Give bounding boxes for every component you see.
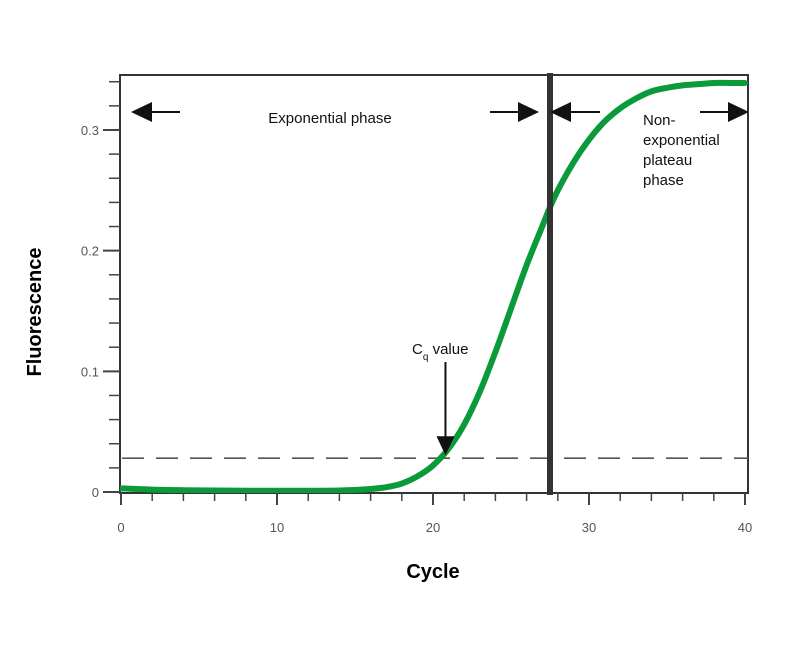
x-tick-label: 30 xyxy=(582,520,596,535)
plateau-label-line: exponential xyxy=(643,132,720,149)
x-axis-ticks: 0 10 20 30 40 xyxy=(117,493,752,535)
x-tick-label: 10 xyxy=(270,520,284,535)
y-tick-label: 0.2 xyxy=(81,244,99,259)
y-tick-label: 0.1 xyxy=(81,364,99,379)
y-axis-title: Fluorescence xyxy=(24,248,46,377)
x-tick-label: 40 xyxy=(738,520,752,535)
amplification-curve xyxy=(120,79,748,493)
y-tick-label: 0 xyxy=(92,485,99,500)
plateau-right-arrow xyxy=(700,102,749,122)
cq-label-rest: value xyxy=(428,341,468,358)
cq-arrow xyxy=(436,362,455,456)
plateau-label-line: phase xyxy=(643,172,684,189)
x-tick-label: 20 xyxy=(426,520,440,535)
plateau-label-line: Non- xyxy=(643,112,676,129)
cq-label-subscript: q xyxy=(423,352,429,363)
x-axis-title: Cycle xyxy=(406,561,459,583)
x-tick-label: 0 xyxy=(117,520,124,535)
plateau-label-line: plateau xyxy=(643,152,692,169)
exponential-left-arrow xyxy=(131,102,180,122)
y-axis-ticks: 0 0.1 0.2 0.3 xyxy=(81,80,120,500)
exponential-phase-label: Exponential phase xyxy=(268,110,391,127)
exponential-right-arrow xyxy=(490,102,539,122)
y-tick-label: 0.3 xyxy=(81,123,99,138)
cq-label-main: C xyxy=(412,341,423,358)
plateau-left-arrow xyxy=(550,102,600,122)
cq-value-label: Cq value xyxy=(412,341,468,363)
plateau-phase-label: Non- exponential plateau phase xyxy=(643,112,724,189)
